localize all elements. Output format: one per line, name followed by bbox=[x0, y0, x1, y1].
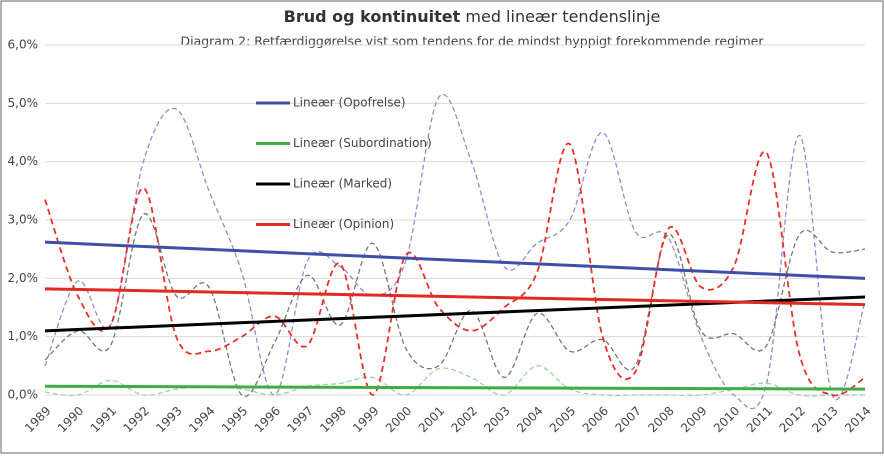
series-line bbox=[44, 213, 866, 397]
trend-line bbox=[44, 287, 866, 307]
series-line bbox=[44, 142, 866, 397]
y-tick-label: 3,0% bbox=[8, 213, 39, 227]
chart-title: Brud og kontinuitet med lineær tendensli… bbox=[284, 7, 661, 26]
legend-label: Lineær (Opofrelse) bbox=[293, 96, 406, 110]
series-line bbox=[44, 93, 866, 410]
legend-label: Lineær (Marked) bbox=[293, 177, 392, 191]
legend-label: Lineær (Opinion) bbox=[293, 217, 394, 231]
y-tick-label: 2,0% bbox=[8, 271, 39, 285]
y-tick-label: 5,0% bbox=[8, 96, 39, 110]
title-bold: Brud og kontinuitet bbox=[284, 7, 461, 26]
y-tick-label: 0,0% bbox=[8, 388, 39, 402]
trend-line bbox=[44, 384, 866, 391]
title-rest: med lineær tendenslinje bbox=[460, 7, 660, 26]
y-tick-label: 4,0% bbox=[8, 154, 39, 168]
y-tick-label: 6,0% bbox=[8, 38, 39, 52]
legend-label: Lineær (Subordination) bbox=[293, 136, 432, 150]
subtitle: Diagram 2: Retfærdiggørelse vist som ten… bbox=[180, 34, 764, 49]
trend-line bbox=[44, 240, 866, 280]
y-tick-label: 1,0% bbox=[8, 329, 39, 343]
